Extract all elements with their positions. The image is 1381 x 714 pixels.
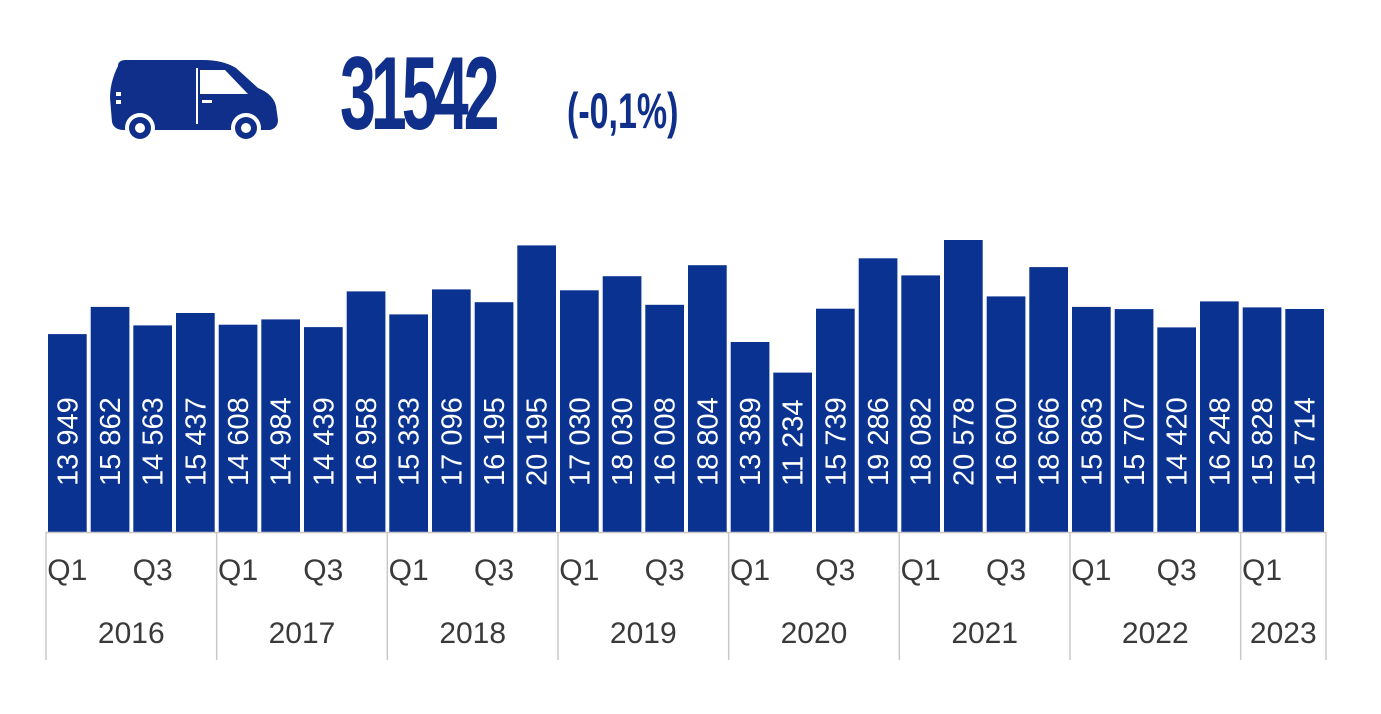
bar-value-label: 14 608 xyxy=(223,397,255,486)
bar-value-label: 18 082 xyxy=(906,397,938,486)
bar xyxy=(176,313,215,532)
bar-value-label: 19 286 xyxy=(863,397,895,486)
bar-value-label: 17 030 xyxy=(564,397,596,486)
bar-value-label: 16 600 xyxy=(991,397,1023,486)
quarter-label: Q1 xyxy=(730,554,770,587)
bar-value-label: 16 008 xyxy=(650,397,682,486)
bar xyxy=(1200,301,1239,532)
bar xyxy=(517,245,556,532)
quarter-label: Q3 xyxy=(815,554,855,587)
bar-value-label: 18 666 xyxy=(1034,397,1066,486)
year-label: 2020 xyxy=(781,617,848,650)
year-label: 2019 xyxy=(610,617,677,650)
quarter-label: Q1 xyxy=(47,554,87,587)
bar-value-label: 14 420 xyxy=(1162,397,1194,486)
year-label: 2022 xyxy=(1122,617,1189,650)
bar-value-label: 16 248 xyxy=(1204,397,1236,486)
bar-value-label: 17 096 xyxy=(436,397,468,486)
bar xyxy=(90,306,130,532)
bar xyxy=(218,324,258,532)
bar-value-label: 15 714 xyxy=(1290,397,1322,486)
bar xyxy=(986,296,1026,532)
value-labels-group: 13 949 15 862 14 563 15 437 14 608 14 984 14 4… xyxy=(52,397,1321,486)
quarter-label: Q1 xyxy=(559,554,599,587)
bar xyxy=(1114,309,1154,532)
quarter-label: Q3 xyxy=(986,554,1026,587)
bar-value-label: 13 389 xyxy=(735,397,767,486)
bar xyxy=(1072,306,1111,532)
quarter-label: Q3 xyxy=(1157,554,1197,587)
quarter-label: Q3 xyxy=(303,554,343,587)
year-label: 2023 xyxy=(1250,617,1317,650)
bar-value-label: 18 804 xyxy=(692,397,724,486)
quarter-label: Q3 xyxy=(133,554,173,587)
bar xyxy=(474,302,514,532)
quarter-label: Q1 xyxy=(1242,554,1282,587)
bar xyxy=(645,304,684,532)
year-label: 2016 xyxy=(98,617,165,650)
bars-group xyxy=(48,240,1324,532)
bar xyxy=(816,308,855,532)
bar xyxy=(304,327,343,532)
bar xyxy=(944,240,983,532)
bar-value-label: 15 862 xyxy=(95,397,127,486)
bar xyxy=(389,314,428,532)
bar-value-label: 18 030 xyxy=(607,397,639,486)
quarter-label: Q1 xyxy=(1071,554,1111,587)
bar xyxy=(1285,309,1324,532)
bar xyxy=(261,319,300,532)
bar-value-label: 14 563 xyxy=(138,397,170,486)
total-count: 31542 xyxy=(340,36,499,152)
bar xyxy=(602,276,642,532)
bar xyxy=(773,372,812,532)
bar-value-label: 11 234 xyxy=(778,399,810,486)
year-label: 2018 xyxy=(439,617,506,650)
header: 31542 (-0,1%) xyxy=(0,0,1381,160)
change-percent: (-0,1%) xyxy=(567,83,679,139)
x-axis: Q1 Q3 Q1 Q3 Q1 Q3 Q1 Q3 Q1 Q3 Q1 Q3 Q1 Q3 Q1 2016 2017 20… xyxy=(45,531,1327,660)
bar-value-label: 16 195 xyxy=(479,397,511,486)
bar xyxy=(48,334,87,532)
quarter-label: Q1 xyxy=(901,554,941,587)
quarter-label: Q3 xyxy=(645,554,685,587)
bar-value-label: 15 437 xyxy=(180,397,212,486)
year-label: 2021 xyxy=(951,617,1018,650)
bar-value-label: 15 707 xyxy=(1119,397,1151,486)
bar-value-label: 20 195 xyxy=(522,397,554,486)
bar xyxy=(858,258,898,532)
bar xyxy=(1029,267,1068,532)
bar-value-label: 15 828 xyxy=(1247,397,1279,486)
bar-value-label: 16 958 xyxy=(351,397,383,486)
quarter-label: Q1 xyxy=(389,554,429,587)
bar-value-label: 15 333 xyxy=(394,397,426,486)
bar-value-label: 14 439 xyxy=(308,397,340,486)
bar xyxy=(560,290,599,532)
quarter-label: Q1 xyxy=(218,554,258,587)
bar xyxy=(432,289,471,532)
year-label: 2017 xyxy=(269,617,336,650)
bar-value-label: 20 578 xyxy=(948,397,980,486)
van-icon xyxy=(110,60,278,143)
bar xyxy=(1157,327,1196,532)
bar xyxy=(133,325,172,532)
bar-value-label: 15 739 xyxy=(820,397,852,486)
quarter-label: Q3 xyxy=(474,554,514,587)
bar-value-label: 14 984 xyxy=(266,397,298,486)
bar-value-label: 13 949 xyxy=(52,397,84,486)
bar xyxy=(901,275,940,532)
bar-value-label: 15 863 xyxy=(1076,397,1108,486)
bar xyxy=(688,265,727,532)
bar xyxy=(730,342,770,532)
bar xyxy=(346,291,386,532)
bar xyxy=(1242,307,1282,532)
